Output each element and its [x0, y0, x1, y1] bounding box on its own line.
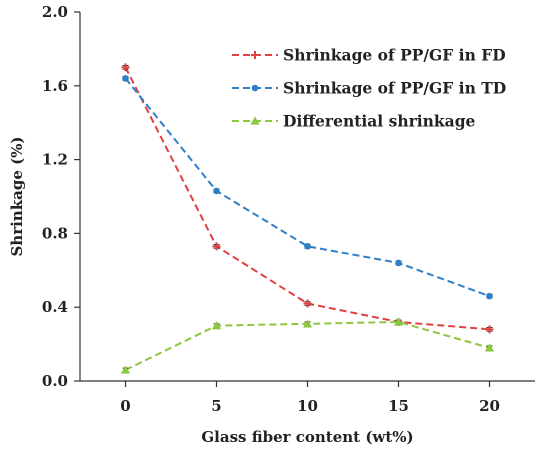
data-point	[393, 317, 404, 326]
series-1	[121, 63, 494, 334]
y-tick-label: 0.0	[42, 372, 68, 390]
y-axis-title: Shrinkage (%)	[8, 136, 26, 256]
x-tick-label: 15	[388, 397, 409, 415]
y-tick-label: 1.2	[42, 151, 68, 169]
data-point	[121, 63, 130, 72]
series-layer	[120, 63, 495, 374]
legend-item-2: Shrinkage of PP/GF in TD	[232, 79, 506, 98]
legend: Shrinkage of PP/GF in FD Shrinkage of PP/…	[232, 46, 506, 131]
data-point	[120, 365, 131, 374]
x-axis-title: Glass fiber content (wt%)	[201, 428, 413, 446]
y-tick-label: 2.0	[42, 3, 68, 21]
legend-label: Shrinkage of PP/GF in TD	[283, 79, 506, 98]
data-point	[395, 259, 402, 267]
series-line	[124, 77, 490, 298]
series-2	[122, 75, 493, 300]
data-point	[302, 319, 313, 328]
y-ticks: 0.0 0.4 0.8 1.2 1.6 2.0	[42, 3, 80, 390]
data-point	[122, 75, 129, 82]
data-point	[211, 321, 222, 330]
legend-item-1: Shrinkage of PP/GF in FD	[232, 46, 506, 65]
series-3	[120, 317, 495, 374]
data-point	[484, 343, 495, 352]
data-point	[485, 325, 494, 334]
x-tick-label: 5	[211, 397, 221, 415]
data-point	[303, 299, 312, 308]
legend-label: Differential shrinkage	[283, 112, 476, 131]
data-point	[304, 243, 311, 250]
series-line	[124, 66, 490, 331]
legend-item-3: Differential shrinkage	[232, 112, 476, 131]
data-point	[486, 292, 493, 300]
data-point	[212, 242, 221, 251]
x-tick-label: 10	[297, 397, 318, 415]
x-ticks: 0 5 10 15 20	[120, 381, 500, 415]
x-tick-label: 0	[120, 397, 130, 415]
legend-label: Shrinkage of PP/GF in FD	[283, 46, 506, 65]
x-tick-label: 20	[479, 397, 500, 415]
y-tick-label: 1.6	[42, 77, 68, 95]
legend-marker	[251, 51, 259, 59]
legend-marker	[251, 84, 259, 92]
legend-marker	[250, 116, 260, 125]
y-tick-label: 0.8	[42, 224, 68, 242]
y-tick-label: 0.4	[42, 298, 68, 316]
data-point	[213, 187, 220, 195]
series-line	[125, 320, 490, 371]
